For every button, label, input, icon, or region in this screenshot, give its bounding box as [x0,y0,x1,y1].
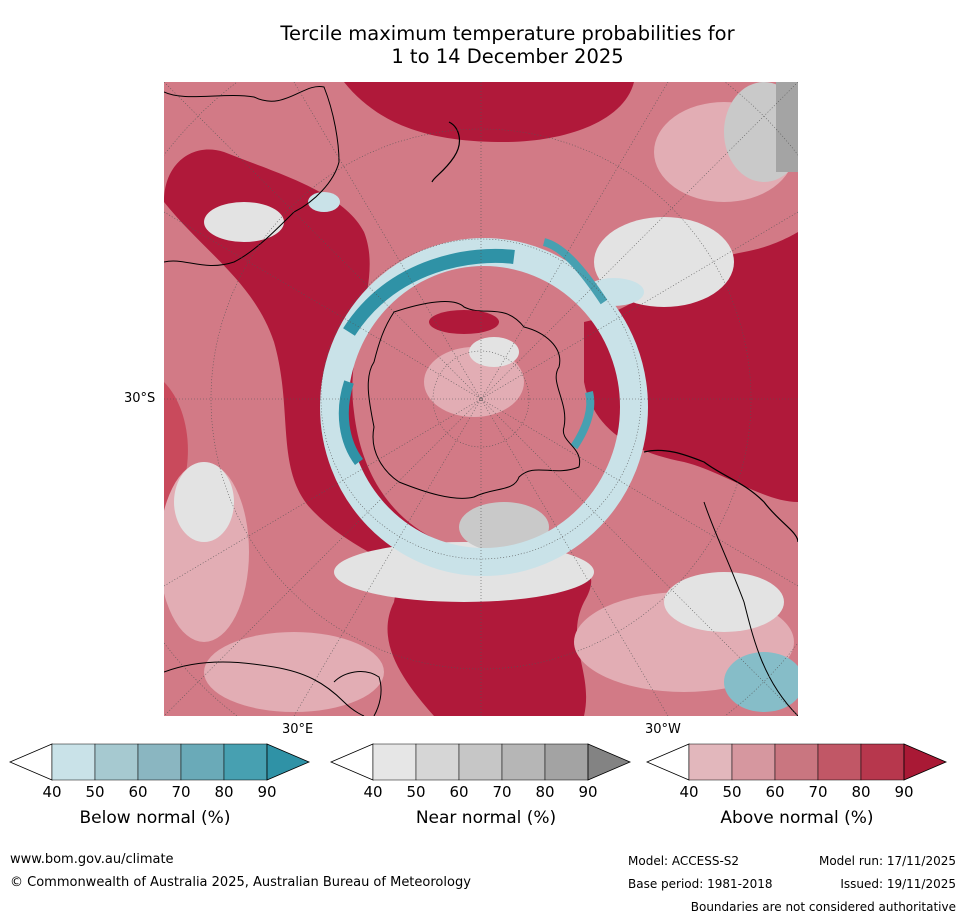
antarctic-ring-strong [338,380,364,465]
colorbar-near-normal: 40 50 60 70 80 90 Near normal (%) [329,740,639,840]
colorbar-swatch [94,743,139,781]
colorbar-extend-low [8,743,53,781]
above-extreme-region [344,82,634,142]
colorbar-extend-high [587,743,632,781]
chart-title: Tercile maximum temperature probabilitie… [160,22,855,68]
near-normal-region [459,502,549,552]
colorbar-swatch [137,743,182,781]
africa-coast [164,661,365,716]
colorbar-tick-label: 80 [214,783,234,801]
colorbar-swatch [223,743,268,781]
graticule-line [164,82,798,716]
antarctica-interior [469,337,519,367]
disclaimer-text: Boundaries are not considered authoritat… [690,900,956,914]
colorbar-tick-label: 80 [851,783,871,801]
lon-label-30e: 30°E [282,722,314,737]
colorbar-tick-label: 50 [406,783,426,801]
colorbar-tick-label: 60 [765,783,785,801]
base-period-text: Base period: 1981-2018 [628,877,773,891]
colorbar-tick-label: 60 [128,783,148,801]
colorbar-tick-label: 40 [679,783,699,801]
colorbar-swatch [817,743,862,781]
title-line-1: Tercile maximum temperature probabilitie… [280,22,735,45]
colorbar-tick-label: 70 [171,783,191,801]
near-normal-region [204,202,284,242]
madagascar-coast [333,671,382,716]
south-america-coast [643,449,798,543]
colorbar-tick-label: 70 [808,783,828,801]
graticule-circle [432,350,530,448]
new-zealand-coast [431,121,461,183]
lon-label-30w: 30°W [645,722,681,737]
colorbar-swatch [774,743,819,781]
below-normal-region [308,192,340,212]
lat-label-30s: 30°S [124,391,156,406]
colorbar-extend-low [329,743,374,781]
colorbar-swatch [458,743,503,781]
antarctic-ring-strong [343,248,515,336]
probability-map [164,82,798,716]
colorbar-swatch [180,743,225,781]
colorbar-swatch [688,743,733,781]
australia-coast [164,85,340,266]
model-text: Model: ACCESS-S2 [628,854,740,868]
colorbar-extend-high [266,743,311,781]
colorbar-below-normal: 40 50 60 70 80 90 Below normal (%) [8,740,318,840]
graticule-line [164,82,798,716]
colorbar-tick-label: 80 [535,783,555,801]
colorbar-label: Below normal (%) [79,808,231,828]
colorbar-tick-label: 40 [42,783,62,801]
colorbar-above-normal: 40 50 60 70 80 90 Above normal (%) [645,740,955,840]
website-link[interactable]: www.bom.gov.au/climate [10,852,174,867]
antarctica-interior [429,310,499,334]
antarctic-ring-strong [570,391,595,450]
colorbar-extend-low [645,743,690,781]
colorbar-swatch [372,743,417,781]
colorbar-label: Above normal (%) [720,808,874,828]
colorbar-swatch [415,743,460,781]
colorbar-swatches [329,743,632,781]
colorbar-swatch [544,743,589,781]
colorbar-tick-label: 70 [492,783,512,801]
colorbar-swatches [8,743,311,781]
copyright-text: © Commonwealth of Australia 2025, Austra… [10,875,471,890]
antarctic-ring-strong [542,238,608,305]
model-run-text: Model run: 17/11/2025 [818,854,956,868]
colorbar-tick-label: 50 [85,783,105,801]
colorbar-swatch [731,743,776,781]
colorbar-tick-label: 60 [449,783,469,801]
colorbar-swatches [645,743,948,781]
near-normal-region [174,462,234,542]
near-normal-region [776,82,798,172]
colorbar-tick-label: 40 [363,783,383,801]
colorbar-swatch [501,743,546,781]
colorbar-tick-label: 90 [578,783,598,801]
colorbar-extend-high [903,743,948,781]
colorbar-swatch [860,743,905,781]
issued-text: Issued: 19/11/2025 [840,877,956,891]
below-normal-region [724,652,798,712]
colorbar-label: Near normal (%) [415,808,557,828]
colorbar-swatch [51,743,96,781]
colorbar-tick-label: 90 [257,783,277,801]
title-line-2: 1 to 14 December 2025 [391,45,624,68]
south-america-coast [703,501,798,716]
graticule-circle [210,128,752,670]
colorbar-tick-label: 50 [722,783,742,801]
near-normal-region [664,572,784,632]
colorbar-tick-label: 90 [894,783,914,801]
